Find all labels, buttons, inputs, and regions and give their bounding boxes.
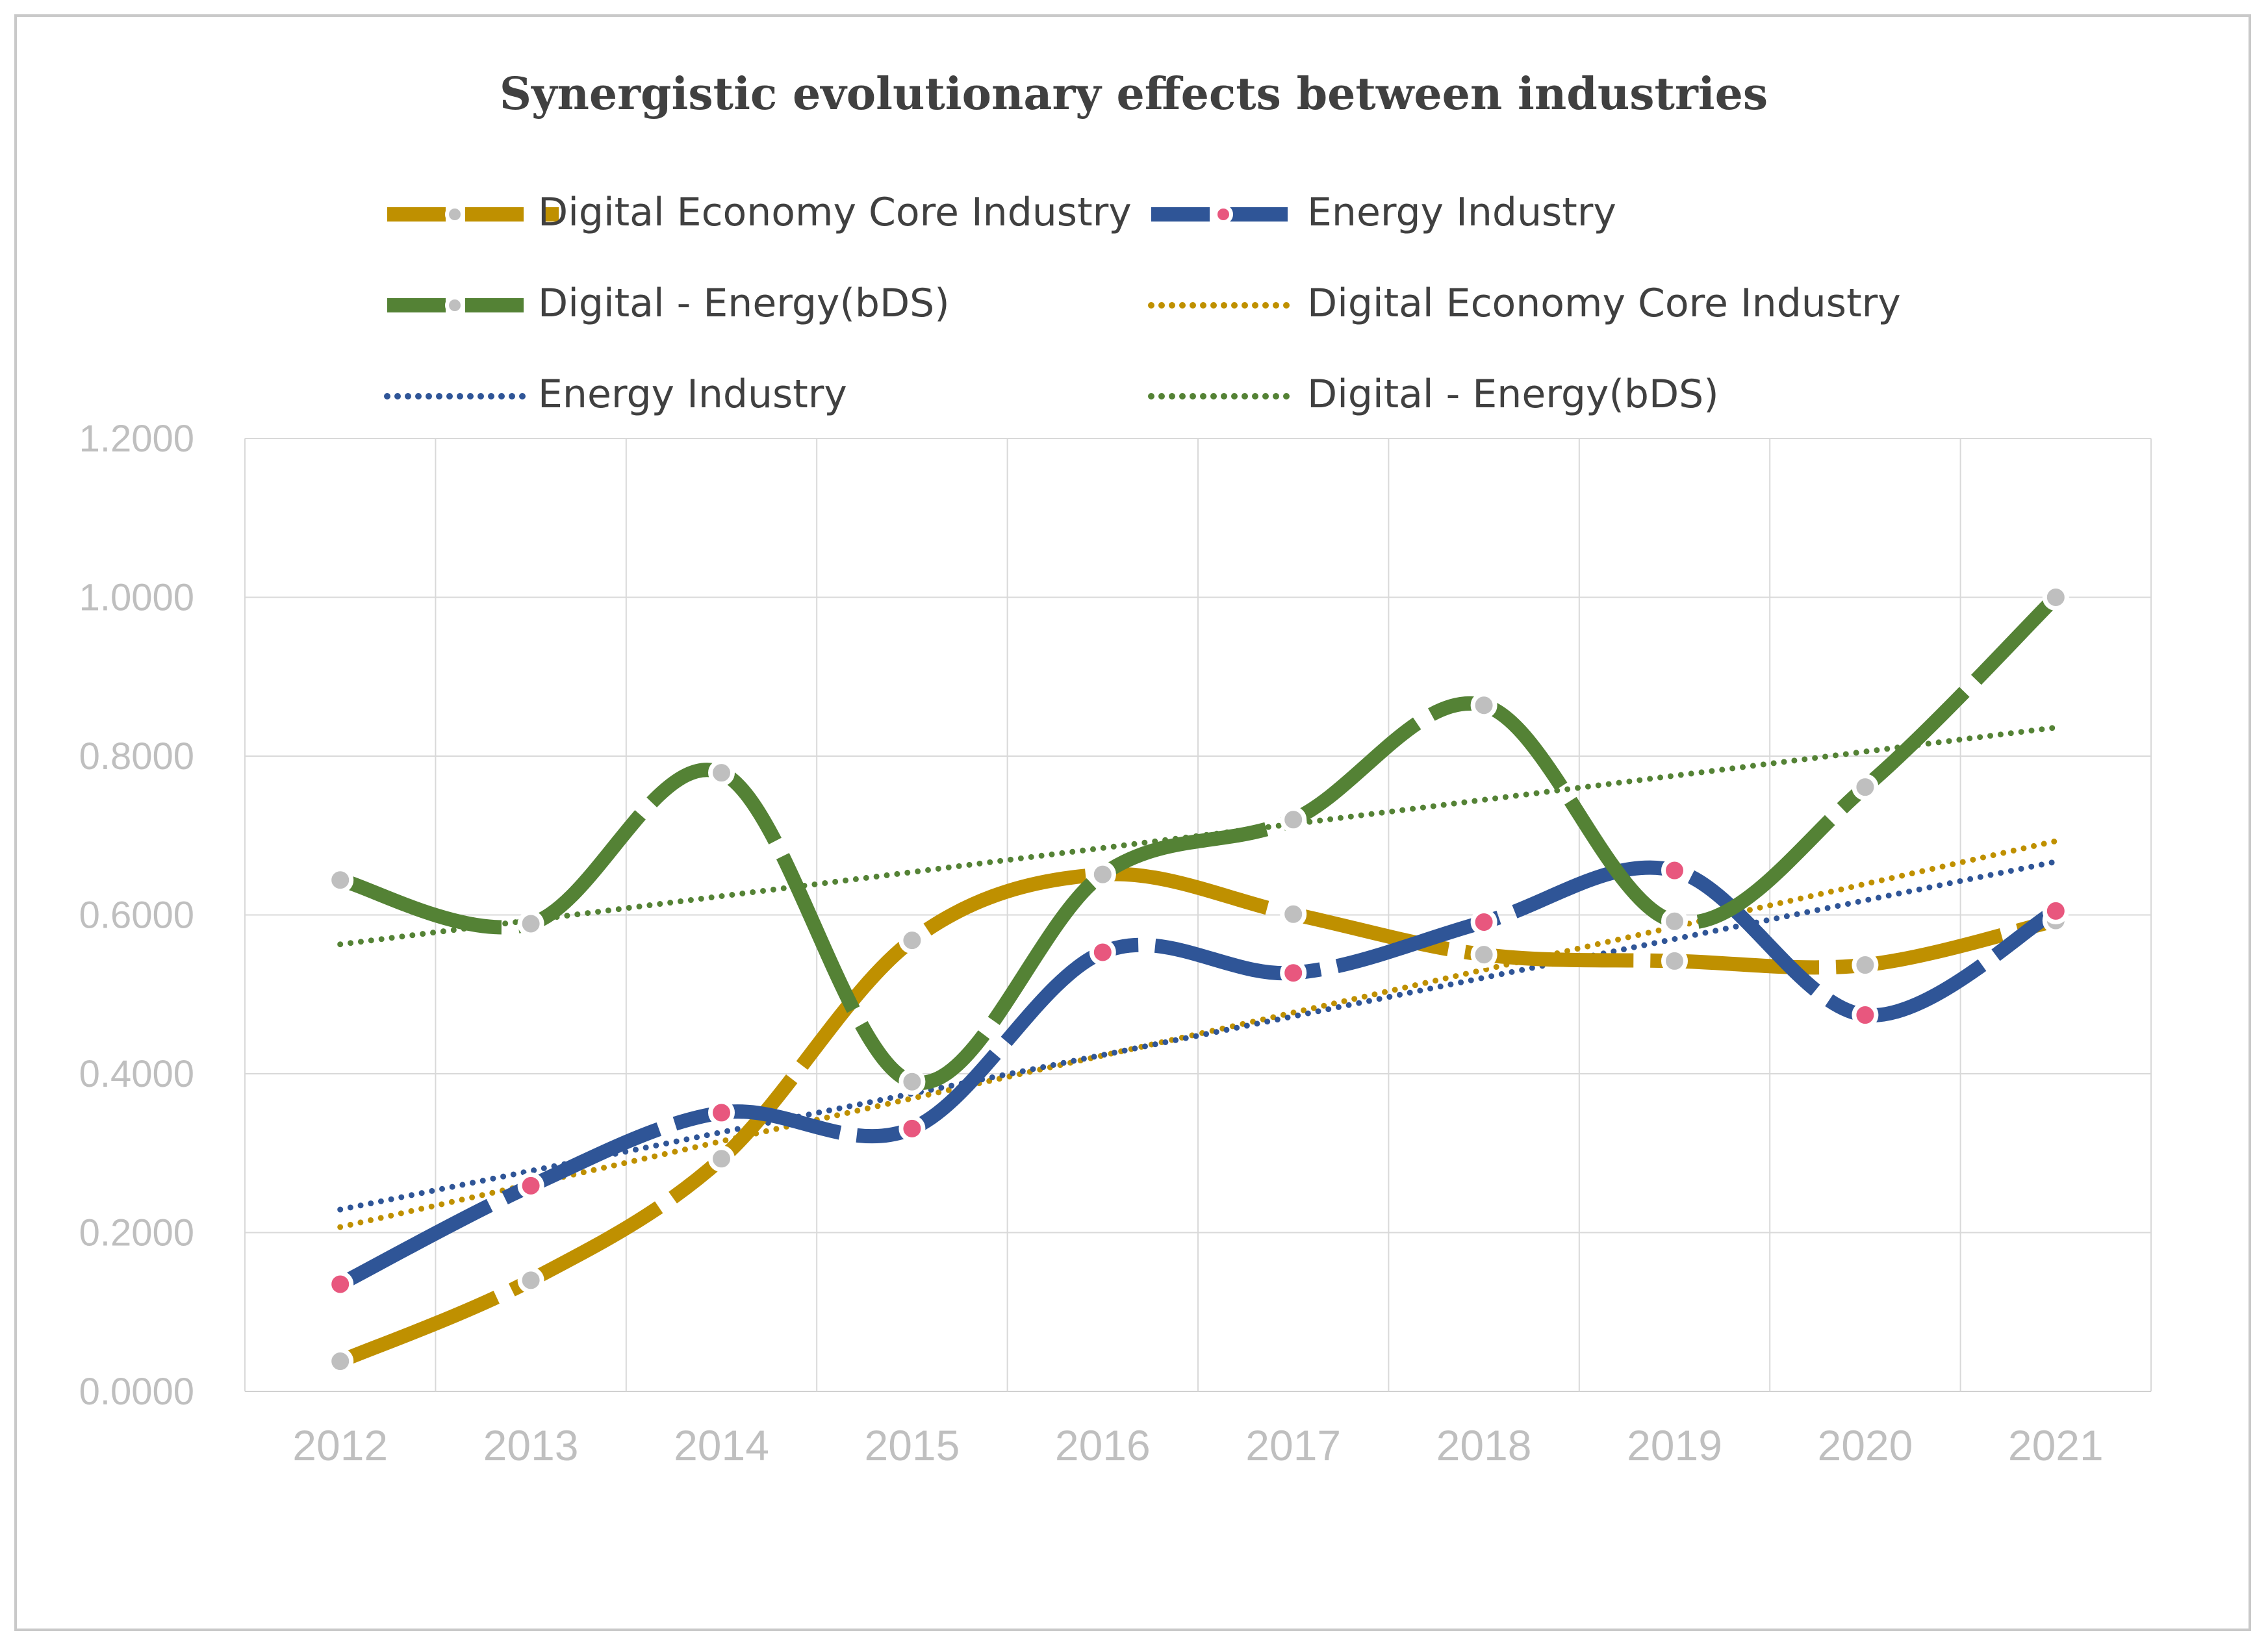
legend-label-digital-core-trend: Digital Economy Core Industry [1307, 281, 1901, 326]
data-point [1470, 692, 1497, 719]
y-tick-label: 0.2000 [79, 1212, 194, 1254]
x-tick-label: 2012 [292, 1421, 388, 1469]
legend-label-energy-trend: Energy Industry [538, 372, 847, 417]
data-point [1661, 947, 1688, 974]
y-tick-label: 0.4000 [79, 1053, 194, 1095]
data-point [1470, 909, 1497, 936]
legend-label-bds-trend: Digital - Energy(bDS) [1307, 372, 1719, 417]
data-point [708, 1145, 735, 1173]
legend-item-energy-trend: Energy Industry [384, 372, 847, 417]
data-point [1470, 941, 1497, 969]
data-point [2042, 584, 2069, 611]
legend-label-energy: Energy Industry [1307, 190, 1616, 235]
grid [244, 438, 2152, 1392]
y-tick-label: 1.2000 [79, 418, 194, 460]
data-point [1089, 861, 1116, 888]
data-point [1280, 959, 1307, 987]
data-point [708, 759, 735, 787]
legend-item-bds-trend: Digital - Energy(bDS) [1148, 372, 1719, 417]
data-point [1280, 806, 1307, 833]
series-lines [337, 592, 2061, 1368]
data-point [1852, 774, 1879, 801]
x-tick-label: 2013 [483, 1421, 579, 1469]
legend: Digital Economy Core Industry Energy Ind… [384, 190, 1901, 417]
x-tick-label: 2014 [674, 1421, 769, 1469]
data-point [1089, 939, 1116, 966]
x-tick-label: 2020 [1817, 1421, 1913, 1469]
data-point [2042, 897, 2069, 924]
data-point [1280, 900, 1307, 928]
data-point [517, 1267, 544, 1294]
data-point [1852, 1002, 1879, 1029]
legend-item-bds: Digital - Energy(bDS) [387, 281, 950, 326]
x-tick-label: 2019 [1627, 1421, 1722, 1469]
x-tick-label: 2018 [1436, 1421, 1532, 1469]
series-line [338, 592, 2061, 1090]
y-axis-labels: 0.0000 0.2000 0.4000 0.6000 0.8000 1.0000 1.20… [79, 418, 194, 1413]
x-tick-label: 2017 [1245, 1421, 1341, 1469]
series-line [337, 860, 2059, 1291]
legend-item-digital-core: Digital Economy Core Industry [387, 190, 1132, 235]
series-line [337, 867, 2058, 1368]
data-point [517, 910, 544, 937]
legend-item-energy: Energy Industry [1151, 190, 1616, 235]
data-point [1852, 952, 1879, 979]
data-point [327, 1348, 354, 1375]
legend-item-digital-core-trend: Digital Economy Core Industry [1148, 281, 1901, 326]
data-point [898, 927, 926, 954]
data-point [898, 1115, 926, 1142]
x-tick-label: 2021 [2008, 1421, 2104, 1469]
x-axis-labels: 2012 2013 2014 2015 2016 2017 2018 2019 2020 2021 [292, 1421, 2103, 1469]
y-tick-label: 0.0000 [79, 1371, 194, 1413]
data-point [517, 1172, 544, 1199]
data-point [708, 1099, 735, 1126]
data-point [898, 1068, 926, 1095]
data-point [327, 1271, 354, 1298]
chart-frame [14, 14, 2251, 1631]
y-tick-label: 0.6000 [79, 894, 194, 937]
x-tick-label: 2015 [864, 1421, 960, 1469]
data-point [327, 867, 354, 894]
series-markers [327, 584, 2069, 1375]
data-point [1661, 907, 1688, 935]
legend-label-digital-core: Digital Economy Core Industry [538, 190, 1132, 235]
y-tick-label: 0.8000 [79, 735, 194, 778]
legend-label-bds: Digital - Energy(bDS) [538, 281, 950, 326]
chart-title: Synergistic evolutionary effects between… [500, 68, 1768, 120]
x-tick-label: 2016 [1055, 1421, 1151, 1469]
data-point [1661, 857, 1688, 884]
y-tick-label: 1.0000 [79, 577, 194, 619]
trendline [337, 859, 2059, 1213]
trendline [337, 838, 2059, 1230]
